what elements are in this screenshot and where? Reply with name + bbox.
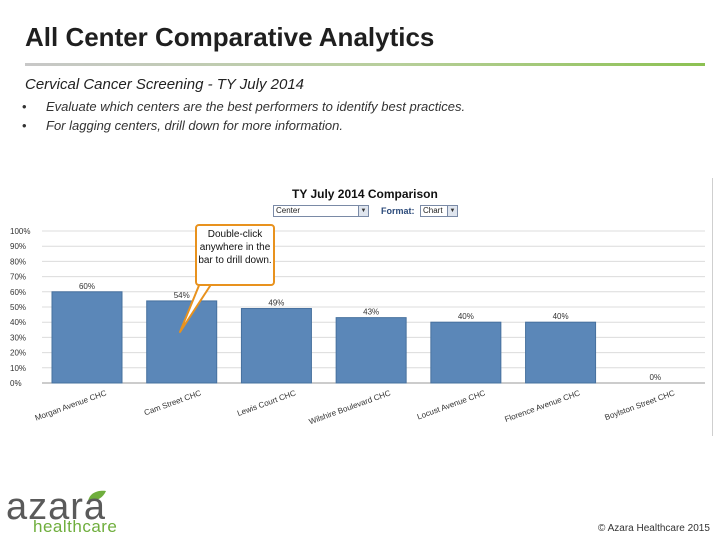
x-tick-label: Lewis Court CHC	[236, 388, 297, 418]
chart-scrollbar[interactable]	[712, 178, 719, 436]
data-label: 40%	[553, 312, 569, 321]
logo-subtitle: healthcare	[33, 517, 118, 536]
y-tick-label: 60%	[10, 288, 26, 297]
bullet-dot: •	[22, 99, 27, 114]
y-tick-label: 90%	[10, 242, 26, 251]
bar[interactable]	[525, 321, 597, 384]
data-label: 54%	[174, 291, 190, 300]
x-tick-label: Wilshire Boulevard CHC	[308, 388, 392, 426]
copyright-text: © Azara Healthcare 2015	[598, 523, 710, 534]
format-select-value: Chart	[423, 206, 443, 215]
x-tick-label: Florence Avenue CHC	[504, 388, 582, 424]
chevron-down-icon[interactable]: ▼	[358, 206, 368, 216]
data-label: 43%	[363, 308, 379, 317]
bar[interactable]	[335, 317, 407, 384]
bullet-dot: •	[22, 118, 27, 133]
slide-title: All Center Comparative Analytics	[25, 22, 435, 52]
bullet-text: For lagging centers, drill down for more…	[46, 118, 343, 133]
format-select[interactable]: Chart ▼	[420, 205, 458, 217]
y-tick-label: 70%	[10, 273, 26, 282]
slide-subtitle: Cervical Cancer Screening - TY July 2014	[25, 76, 305, 93]
title-underline	[25, 63, 705, 66]
bar[interactable]	[51, 291, 123, 384]
y-tick-label: 100%	[10, 227, 30, 236]
logo-wordmark: azara	[6, 486, 107, 528]
data-label: 49%	[268, 299, 284, 308]
bar-chart[interactable]: 0% 10% 20% 30% 40% 50% 60% 70% 80% 90% 100% 60% Morg…	[0, 222, 720, 437]
chevron-down-icon[interactable]: ▼	[447, 206, 457, 216]
y-tick-label: 40%	[10, 318, 26, 327]
x-tick-label: Locust Avenue CHC	[416, 388, 487, 421]
center-select[interactable]: Center ▼	[273, 205, 369, 217]
chart-title: TY July 2014 Comparison	[292, 187, 438, 201]
bar[interactable]	[430, 321, 502, 384]
y-tick-label: 10%	[10, 364, 26, 373]
bullet-text: Evaluate which centers are the best perf…	[46, 99, 466, 114]
callout-pointer	[179, 282, 213, 333]
data-label: 0%	[650, 373, 662, 382]
bullet-item: • For lagging centers, drill down for mor…	[22, 116, 465, 135]
bar[interactable]	[146, 300, 218, 384]
y-tick-label: 20%	[10, 349, 26, 358]
center-select-value: Center	[276, 206, 301, 215]
bar[interactable]	[240, 308, 312, 384]
drilldown-callout: Double-click anywhere in the bar to dril…	[195, 224, 275, 286]
format-label: Format:	[381, 206, 415, 216]
leaf-icon	[88, 490, 106, 502]
y-tick-label: 80%	[10, 257, 26, 266]
y-tick-label: 0%	[10, 379, 22, 388]
data-label: 40%	[458, 312, 474, 321]
x-tick-label: Morgan Avenue CHC	[34, 388, 108, 422]
data-label: 60%	[79, 282, 95, 291]
y-tick-label: 30%	[10, 333, 26, 342]
bullet-list: • Evaluate which centers are the best per…	[22, 97, 465, 135]
y-tick-label: 50%	[10, 303, 26, 312]
x-tick-label: Cam Street CHC	[143, 388, 203, 417]
bullet-item: • Evaluate which centers are the best per…	[22, 97, 465, 116]
x-tick-label: Boylston Street CHC	[604, 388, 677, 422]
